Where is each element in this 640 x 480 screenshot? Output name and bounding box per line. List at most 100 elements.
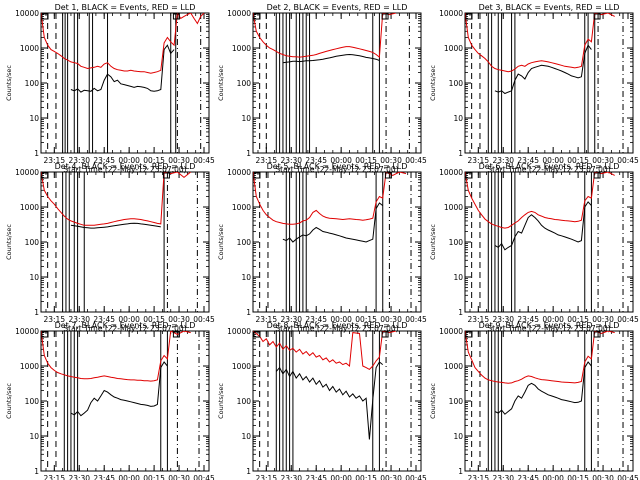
corner-marker-box [465, 331, 473, 338]
series-events-line [275, 361, 384, 440]
y-tick-label: 1000 [232, 44, 251, 53]
series-events-line [494, 44, 592, 95]
y-tick-label: 1 [34, 308, 39, 317]
x-tick-label: 23:45 [93, 474, 115, 480]
x-tick-label: 00:15 [355, 156, 377, 165]
x-tick-label: 00:45 [617, 474, 639, 480]
x-tick-label: 23:45 [517, 315, 539, 324]
series-lld-line [253, 172, 407, 225]
x-tick-label: 00:30 [168, 474, 190, 480]
x-tick-label: 23:45 [517, 156, 539, 165]
y-tick-label: 10 [453, 432, 463, 441]
y-tick-label: 10000 [227, 327, 251, 336]
y-tick-label: 10000 [439, 9, 463, 18]
x-tick-label: 00:45 [193, 156, 215, 165]
y-tick-label: 1000 [232, 203, 251, 212]
panel-det-7: Det 7, BLACK = Events, RED = LLD 1 10 100 10… [5, 321, 215, 480]
panel-det-9: Det 9, BLACK = Events, RED = LLD 1 10 100 10… [429, 321, 639, 480]
x-tick-label: 23:15 [43, 315, 65, 324]
x-tick-label: 23:45 [517, 474, 539, 480]
panel-det-6: Det 6, BLACK = Events, RED = LLD 1 10 100 10… [429, 162, 639, 333]
x-tick-label: 00:00 [330, 474, 352, 480]
x-tick-label: 23:15 [255, 315, 277, 324]
corner-marker-box [381, 13, 389, 20]
panel-title: Det 2, BLACK = Events, RED = LLD [267, 3, 408, 12]
series-events-line [494, 361, 592, 415]
y-tick-label: 10 [29, 114, 39, 123]
y-tick-label: 1000 [444, 203, 463, 212]
x-tick-label: 23:15 [255, 474, 277, 480]
corner-marker-box [465, 13, 473, 20]
x-tick-label: 00:15 [355, 315, 377, 324]
panel-title: Det 9, BLACK = Events, RED = LLD [479, 321, 620, 330]
corner-marker-box [41, 172, 49, 179]
corner-marker-box [465, 172, 473, 179]
y-tick-label: 10000 [15, 168, 39, 177]
series-lld-line [41, 172, 192, 226]
x-tick-label: 23:30 [280, 474, 302, 480]
series-lld-line [465, 13, 615, 73]
corner-marker-box [172, 13, 180, 20]
x-tick-label: 23:15 [467, 156, 489, 165]
corner-marker-box [384, 172, 392, 179]
y-tick-label: 1000 [20, 203, 39, 212]
plot-area [465, 331, 624, 471]
x-tick-label: 00:15 [143, 315, 165, 324]
y-tick-label: 100 [237, 79, 252, 88]
series-events-line [282, 202, 384, 243]
plot-area [253, 13, 410, 153]
y-axis-label: Counts/sec [5, 65, 13, 101]
x-tick-label: 23:15 [467, 315, 489, 324]
corner-marker-box [593, 13, 601, 20]
corner-marker-box [253, 13, 261, 20]
x-tick-label: 00:00 [542, 315, 564, 324]
y-tick-label: 1000 [444, 44, 463, 53]
x-tick-label: 23:30 [68, 474, 90, 480]
y-tick-label: 100 [25, 238, 40, 247]
x-axis-label: Start Time (22-May-12 23:07:00) [275, 165, 398, 174]
series-lld-line [41, 13, 205, 74]
x-tick-label: 23:45 [93, 315, 115, 324]
x-tick-label: 23:15 [467, 474, 489, 480]
y-axis-label: Counts/sec [5, 383, 13, 419]
x-tick-label: 00:30 [592, 315, 614, 324]
corner-marker-box [593, 331, 601, 338]
x-axis-label: Start Time (22-May-12 23:07:00) [63, 324, 186, 333]
x-tick-label: 23:45 [93, 156, 115, 165]
y-tick-label: 10000 [439, 168, 463, 177]
y-tick-label: 100 [25, 79, 40, 88]
y-tick-label: 10000 [227, 9, 251, 18]
x-tick-label: 00:45 [405, 156, 427, 165]
y-tick-label: 10000 [227, 168, 251, 177]
x-tick-label: 00:00 [118, 156, 140, 165]
series-events-line [70, 361, 168, 417]
x-tick-label: 23:30 [492, 315, 514, 324]
x-tick-label: 23:30 [68, 315, 90, 324]
y-tick-label: 1 [246, 308, 251, 317]
series-events-line [70, 44, 175, 93]
panel-det-3: Det 3, BLACK = Events, RED = LLD 1 10 100 10… [429, 3, 639, 174]
plot-area [41, 13, 205, 153]
x-axis-label: Start Time (22-May-12 23:07:00) [275, 324, 398, 333]
y-axis-label: Counts/sec [429, 224, 437, 260]
x-tick-label: 23:30 [68, 156, 90, 165]
x-tick-label: 23:15 [43, 474, 65, 480]
x-tick-label: 00:45 [617, 315, 639, 324]
x-tick-label: 00:30 [380, 474, 402, 480]
series-lld-line [465, 331, 615, 384]
plot-area [465, 172, 624, 312]
x-tick-label: 00:00 [542, 474, 564, 480]
y-tick-label: 1 [458, 467, 463, 476]
y-axis-label: Counts/sec [217, 383, 225, 419]
x-tick-label: 00:45 [405, 474, 427, 480]
x-axis-label: Start Time (22-May-12 23:07:00) [487, 324, 610, 333]
plot-area [253, 331, 412, 471]
x-tick-label: 00:00 [330, 156, 352, 165]
y-tick-label: 100 [25, 397, 40, 406]
x-tick-label: 00:30 [380, 156, 402, 165]
y-tick-label: 100 [237, 397, 252, 406]
x-tick-label: 00:15 [567, 156, 589, 165]
panel-title: Det 3, BLACK = Events, RED = LLD [479, 3, 620, 12]
